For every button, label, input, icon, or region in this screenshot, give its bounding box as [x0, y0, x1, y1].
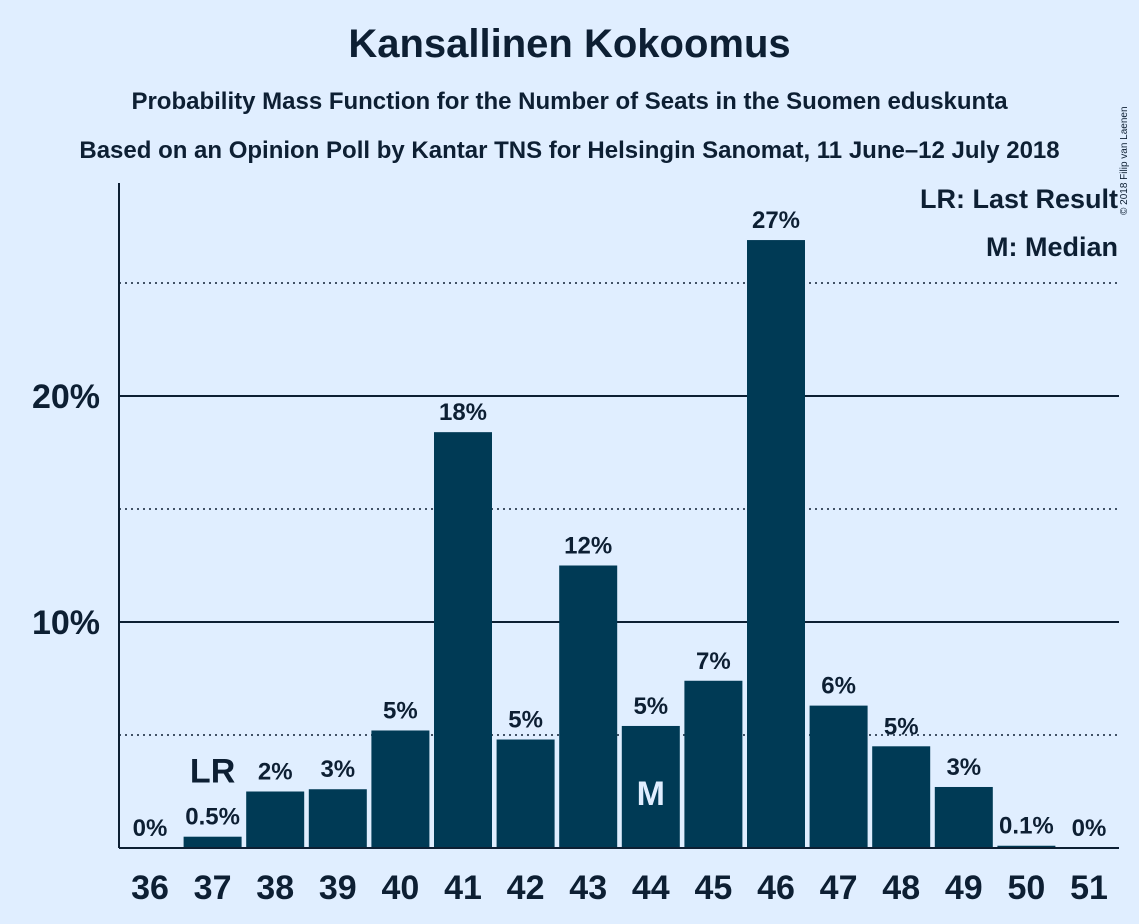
value-label: 0% [1072, 815, 1107, 842]
chart-subtitle-1: Probability Mass Function for the Number… [131, 88, 1008, 115]
value-label: 0.1% [999, 813, 1054, 840]
bar [246, 791, 305, 848]
y-tick-label: 20% [32, 378, 100, 416]
value-label: 0% [133, 815, 168, 842]
x-tick-label: 37 [194, 869, 232, 907]
x-tick-label: 46 [757, 869, 795, 907]
x-tick-label: 44 [632, 869, 670, 907]
x-tick-label: 38 [256, 869, 294, 907]
bar [559, 565, 618, 848]
x-tick-label: 50 [1007, 869, 1045, 907]
bar [684, 680, 743, 848]
bar [183, 836, 242, 848]
x-tick-label: 43 [569, 869, 607, 907]
value-label: 7% [696, 648, 731, 675]
value-label: 2% [258, 759, 293, 786]
value-label: 3% [320, 756, 355, 783]
x-tick-label: 45 [694, 869, 732, 907]
bar [621, 725, 680, 848]
value-label: 5% [508, 707, 543, 734]
legend-median: M: Median [986, 232, 1118, 262]
y-tick-label: 10% [32, 604, 100, 642]
legend-last-result: LR: Last Result [919, 184, 1118, 214]
bar [434, 432, 492, 848]
value-label: 5% [884, 713, 919, 740]
value-label: 5% [633, 693, 668, 720]
x-tick-label: 48 [882, 869, 920, 907]
bar [308, 789, 367, 848]
x-tick-label: 47 [820, 869, 858, 907]
bar [496, 739, 555, 848]
x-tick-label: 39 [319, 869, 357, 907]
bar [371, 730, 430, 848]
x-tick-label: 42 [507, 869, 545, 907]
x-tick-label: 49 [945, 869, 983, 907]
x-tick-label: 36 [131, 869, 169, 907]
last-result-marker: LR [190, 753, 235, 791]
chart-subtitle-2: Based on an Opinion Poll by Kantar TNS f… [79, 137, 1060, 164]
bar [872, 746, 931, 848]
bar [997, 845, 1056, 848]
value-label: 12% [564, 533, 612, 560]
value-label: 0.5% [185, 804, 240, 831]
bar [934, 786, 993, 848]
x-tick-label: 40 [381, 869, 419, 907]
bar [809, 705, 868, 848]
value-label: 18% [439, 399, 487, 426]
bar [747, 240, 805, 848]
value-label: 5% [383, 697, 418, 724]
median-marker: M [637, 775, 665, 813]
chart-title: Kansallinen Kokoomus [348, 22, 791, 66]
x-tick-label: 51 [1070, 869, 1108, 907]
value-label: 27% [752, 207, 800, 234]
x-tick-label: 41 [444, 869, 482, 907]
value-label: 3% [946, 754, 981, 781]
value-label: 6% [821, 673, 856, 700]
